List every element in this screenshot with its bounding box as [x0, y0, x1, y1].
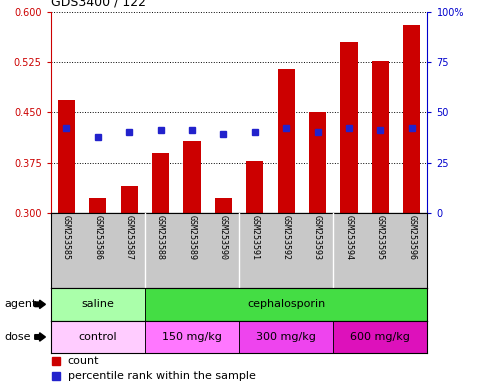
Bar: [403, 25, 420, 384]
Bar: [215, 198, 232, 384]
Text: GSM253588: GSM253588: [156, 215, 165, 260]
Bar: [239, 321, 333, 353]
Text: GSM253586: GSM253586: [93, 215, 102, 260]
Text: GSM253589: GSM253589: [187, 215, 197, 260]
Bar: [278, 69, 295, 384]
Bar: [246, 161, 263, 384]
Text: GSM253595: GSM253595: [376, 215, 385, 260]
Text: GSM253592: GSM253592: [282, 215, 291, 260]
Bar: [184, 141, 200, 384]
Text: GSM253585: GSM253585: [62, 215, 71, 260]
Bar: [121, 186, 138, 384]
Bar: [145, 321, 239, 353]
Text: GSM253596: GSM253596: [407, 215, 416, 260]
Bar: [341, 42, 357, 384]
Bar: [51, 321, 145, 353]
Bar: [152, 152, 169, 384]
Text: GDS3400 / 122: GDS3400 / 122: [51, 0, 146, 9]
Text: 150 mg/kg: 150 mg/kg: [162, 332, 222, 342]
Bar: [51, 288, 145, 321]
Bar: [309, 112, 326, 384]
Text: cephalosporin: cephalosporin: [247, 299, 326, 310]
Text: 300 mg/kg: 300 mg/kg: [256, 332, 316, 342]
Text: control: control: [79, 332, 117, 342]
Bar: [58, 100, 75, 384]
Text: GSM253593: GSM253593: [313, 215, 322, 260]
Bar: [145, 288, 427, 321]
Text: saline: saline: [81, 299, 114, 310]
Text: 600 mg/kg: 600 mg/kg: [351, 332, 410, 342]
Text: GSM253594: GSM253594: [344, 215, 354, 260]
Text: GSM253591: GSM253591: [250, 215, 259, 260]
Text: GSM253590: GSM253590: [219, 215, 228, 260]
Bar: [333, 321, 427, 353]
Text: count: count: [68, 356, 99, 366]
Bar: [89, 198, 106, 384]
Text: dose: dose: [5, 332, 31, 342]
Bar: [372, 61, 389, 384]
Text: agent: agent: [5, 299, 37, 310]
Text: GSM253587: GSM253587: [125, 215, 134, 260]
Text: percentile rank within the sample: percentile rank within the sample: [68, 371, 256, 381]
